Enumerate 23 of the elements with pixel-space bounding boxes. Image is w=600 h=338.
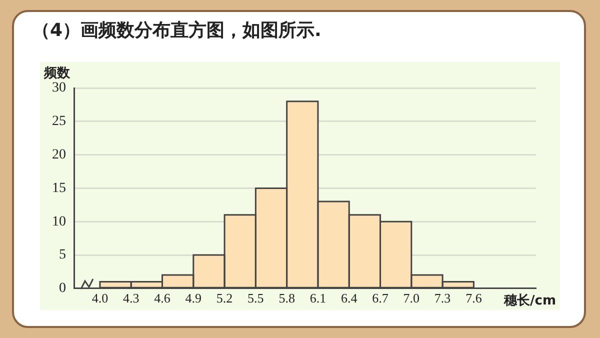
x-tick-label: 5.8 (278, 290, 295, 306)
x-tick-label: 4.9 (185, 290, 202, 306)
x-tick-label: 5.2 (216, 290, 233, 306)
y-tick-label: 15 (52, 180, 66, 196)
y-tick-label: 10 (52, 214, 66, 230)
y-tick-label: 5 (59, 248, 66, 263)
x-axis-title: 穗长/cm (503, 293, 556, 308)
x-tick-label: 6.7 (372, 290, 389, 306)
y-tick-label: 25 (52, 114, 66, 130)
x-tick-label: 4.0 (92, 290, 108, 306)
x-tick-label: 6.1 (310, 290, 326, 306)
x-tick-label: 4.3 (122, 290, 140, 306)
y-tick-label: 0 (59, 281, 66, 296)
y-axis-title: 频数 (43, 66, 71, 81)
x-tick-label: 7.3 (434, 290, 451, 306)
x-tick-label: 5.5 (248, 290, 264, 306)
x-tick-label: 7.6 (466, 290, 482, 306)
y-tick-label: 30 (52, 80, 66, 96)
x-tick-label: 4.6 (154, 290, 171, 306)
x-tick-label: 7.0 (403, 290, 420, 306)
chart-title: （4）画频数分布直方图，如图所示. (32, 19, 322, 42)
y-tick-label: 20 (52, 147, 66, 162)
x-tick-label: 6.4 (341, 290, 358, 306)
